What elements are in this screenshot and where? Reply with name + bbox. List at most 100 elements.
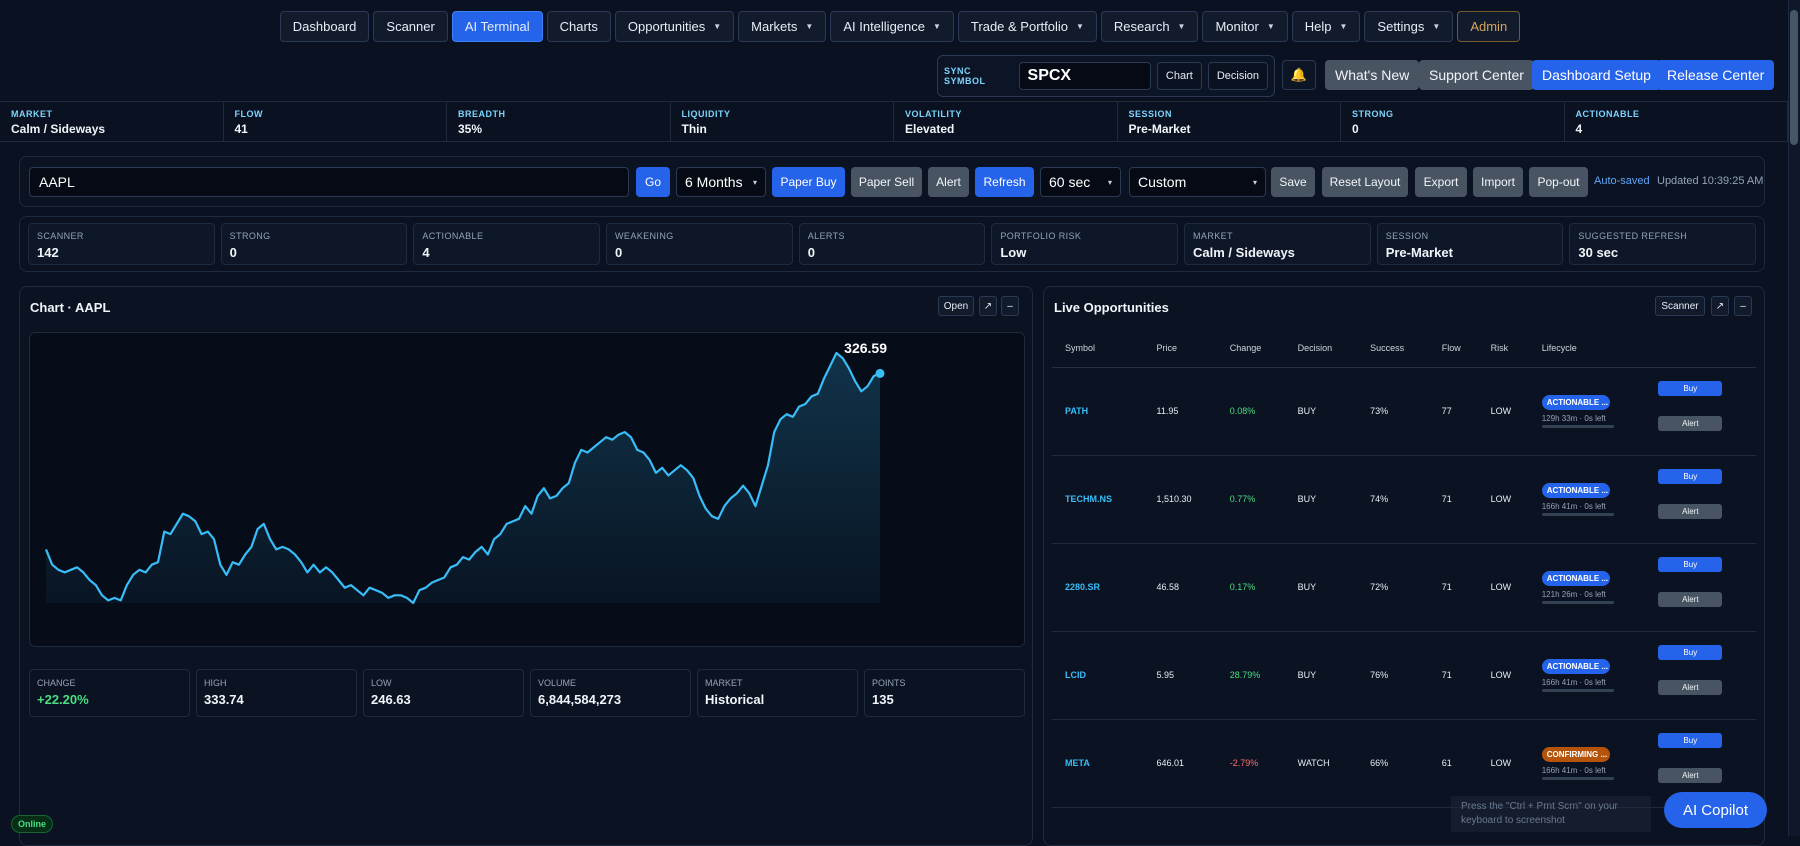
nav-research[interactable]: Research ▼ — [1100, 11, 1199, 42]
nav-monitor[interactable]: Monitor ▼ — [1202, 11, 1288, 42]
summary-key: WEAKENING — [615, 231, 674, 241]
nav-settings[interactable]: Settings ▼ — [1364, 11, 1454, 42]
popout-button[interactable]: Pop-out — [1529, 167, 1588, 197]
summary-market: MARKET Calm / Sideways — [1184, 223, 1371, 265]
row-price: 646.01 — [1143, 719, 1217, 808]
status-breadth: BREADTH 35% — [447, 102, 671, 141]
screenshot-hint: Press the "Ctrl + Prnt Scrn" on your key… — [1451, 796, 1651, 832]
status-key: BREADTH — [458, 109, 506, 119]
online-status-badge: Online — [11, 815, 54, 833]
release-center-button[interactable]: Release Center — [1657, 60, 1775, 90]
nav-help[interactable]: Help ▼ — [1291, 11, 1361, 42]
minimize-icon[interactable]: – — [1001, 296, 1019, 316]
last-price-marker — [875, 368, 885, 378]
row-symbol[interactable]: META — [1052, 719, 1144, 808]
status-value: 41 — [234, 122, 248, 136]
row-alert-button[interactable]: Alert — [1658, 768, 1723, 783]
caret-down-icon: ▼ — [1177, 22, 1186, 31]
summary-key: STRONG — [229, 231, 271, 241]
row-alert-button[interactable]: Alert — [1658, 680, 1723, 695]
row-alert-button[interactable]: Alert — [1658, 592, 1723, 607]
scanner-button[interactable]: Scanner — [1655, 296, 1705, 316]
row-success: 74% — [1357, 455, 1429, 544]
nav-admin[interactable]: Admin — [1457, 11, 1521, 42]
row-buy-button[interactable]: Buy — [1658, 733, 1723, 748]
nav-label: Monitor — [1215, 19, 1259, 34]
table-row[interactable]: LCID 5.95 28.79% BUY 76% 71 LOW ACTIONABLE ... 1… — [1052, 631, 1756, 720]
nav-ai-intelligence[interactable]: AI Intelligence ▼ — [830, 11, 954, 42]
row-buy-button[interactable]: Buy — [1658, 645, 1723, 660]
row-symbol[interactable]: 2280.SR — [1052, 543, 1144, 632]
table-header: Symbol Price Change Decision Success Flow Risk… — [1052, 329, 1756, 368]
nav-label: Dashboard — [292, 19, 357, 34]
reset-layout-button[interactable]: Reset Layout — [1322, 167, 1408, 197]
nav-label: Trade & Portfolio — [970, 19, 1068, 34]
row-success: 66% — [1357, 719, 1429, 808]
minimize-icon[interactable]: – — [1734, 296, 1752, 316]
chart-stat-value: 333.74 — [204, 692, 244, 707]
go-button[interactable]: Go — [636, 167, 670, 197]
ai-copilot-button[interactable]: AI Copilot — [1664, 792, 1767, 828]
row-symbol[interactable]: TECHM.NS — [1052, 455, 1144, 544]
export-button[interactable]: Export — [1415, 167, 1467, 197]
nav-dashboard[interactable]: Dashboard — [279, 11, 370, 42]
summary-key: SCANNER — [37, 231, 84, 241]
scrollbar-thumb[interactable] — [1790, 10, 1798, 145]
lifecycle-time: 121h 26m · 0s left — [1541, 589, 1606, 599]
row-change: 0.17% — [1216, 543, 1285, 632]
row-buy-button[interactable]: Buy — [1658, 381, 1723, 396]
row-buy-button[interactable]: Buy — [1658, 469, 1723, 484]
nav-scanner[interactable]: Scanner — [373, 11, 448, 42]
opportunities-table: Symbol Price Change Decision Success Flow Risk… — [1052, 329, 1756, 808]
nav-trade-portfolio[interactable]: Trade & Portfolio ▼ — [957, 11, 1097, 42]
nav-label: AI Intelligence — [843, 19, 925, 34]
lifecycle-badge: ACTIONABLE ... — [1541, 658, 1610, 674]
scrollbar[interactable] — [1788, 0, 1800, 836]
status-strong: STRONG 0 — [1341, 102, 1565, 141]
table-row[interactable]: PATH 11.95 0.08% BUY 73% 77 LOW ACTIONABLE ... 1… — [1052, 367, 1756, 456]
symbol-input[interactable]: AAPL — [29, 167, 629, 197]
status-key: MARKET — [11, 109, 53, 119]
row-buy-button[interactable]: Buy — [1658, 557, 1723, 572]
save-button[interactable]: Save — [1271, 167, 1315, 197]
summary-value: Pre-Market — [1385, 245, 1453, 260]
import-button[interactable]: Import — [1473, 167, 1523, 197]
row-flow: 71 — [1428, 543, 1478, 632]
nav-ai-terminal[interactable]: AI Terminal — [451, 11, 543, 42]
paper-buy-button[interactable]: Paper Buy — [772, 167, 845, 197]
support-center-button[interactable]: Support Center — [1419, 60, 1534, 90]
row-alert-button[interactable]: Alert — [1658, 416, 1723, 431]
row-alert-button[interactable]: Alert — [1658, 504, 1723, 519]
expand-icon[interactable]: ↗ — [979, 296, 997, 316]
open-chart-button[interactable]: Open — [938, 296, 974, 316]
summary-alerts: ALERTS 0 — [798, 223, 986, 265]
refresh-button[interactable]: Refresh — [975, 167, 1034, 197]
summary-session: SESSION Pre-Market — [1376, 223, 1564, 265]
whats-new-button[interactable]: What's New — [1325, 60, 1420, 90]
range-select[interactable]: 6 Months ▾ — [676, 167, 766, 197]
table-row[interactable]: 2280.SR 46.58 0.17% BUY 72% 71 LOW ACTIONABLE .… — [1052, 543, 1756, 632]
table-row[interactable]: META 646.01 -2.79% WATCH 66% 61 LOW CONFIRMING … — [1052, 719, 1756, 808]
sync-decision-button[interactable]: Decision — [1207, 62, 1268, 90]
dashboard-setup-button[interactable]: Dashboard Setup — [1532, 60, 1661, 90]
chart-stat-value: 6,844,584,273 — [538, 692, 622, 707]
caret-down-icon: ▼ — [1266, 22, 1275, 31]
interval-select[interactable]: 60 sec ▾ — [1040, 167, 1121, 197]
chart-stat-low: LOW 246.63 — [363, 669, 524, 717]
nav-charts[interactable]: Charts — [546, 11, 611, 42]
row-symbol[interactable]: PATH — [1052, 367, 1144, 456]
sync-symbol-input[interactable]: SPCX — [1018, 62, 1151, 90]
nav-opportunities[interactable]: Opportunities ▼ — [614, 11, 735, 42]
price-line — [44, 351, 881, 605]
table-row[interactable]: TECHM.NS 1,510.30 0.77% BUY 74% 71 LOW ACTIONAB… — [1052, 455, 1756, 544]
nav-label: Help — [1304, 19, 1332, 34]
bell-icon[interactable]: 🔔 — [1282, 60, 1316, 90]
paper-sell-button[interactable]: Paper Sell — [851, 167, 922, 197]
nav-markets[interactable]: Markets ▼ — [738, 11, 827, 42]
chart-stat-value: +22.20% — [37, 692, 89, 707]
expand-icon[interactable]: ↗ — [1711, 296, 1729, 316]
row-symbol[interactable]: LCID — [1052, 631, 1144, 720]
alert-button[interactable]: Alert — [928, 167, 969, 197]
layout-select[interactable]: Custom ▾ — [1129, 167, 1266, 197]
sync-chart-button[interactable]: Chart — [1156, 62, 1202, 90]
